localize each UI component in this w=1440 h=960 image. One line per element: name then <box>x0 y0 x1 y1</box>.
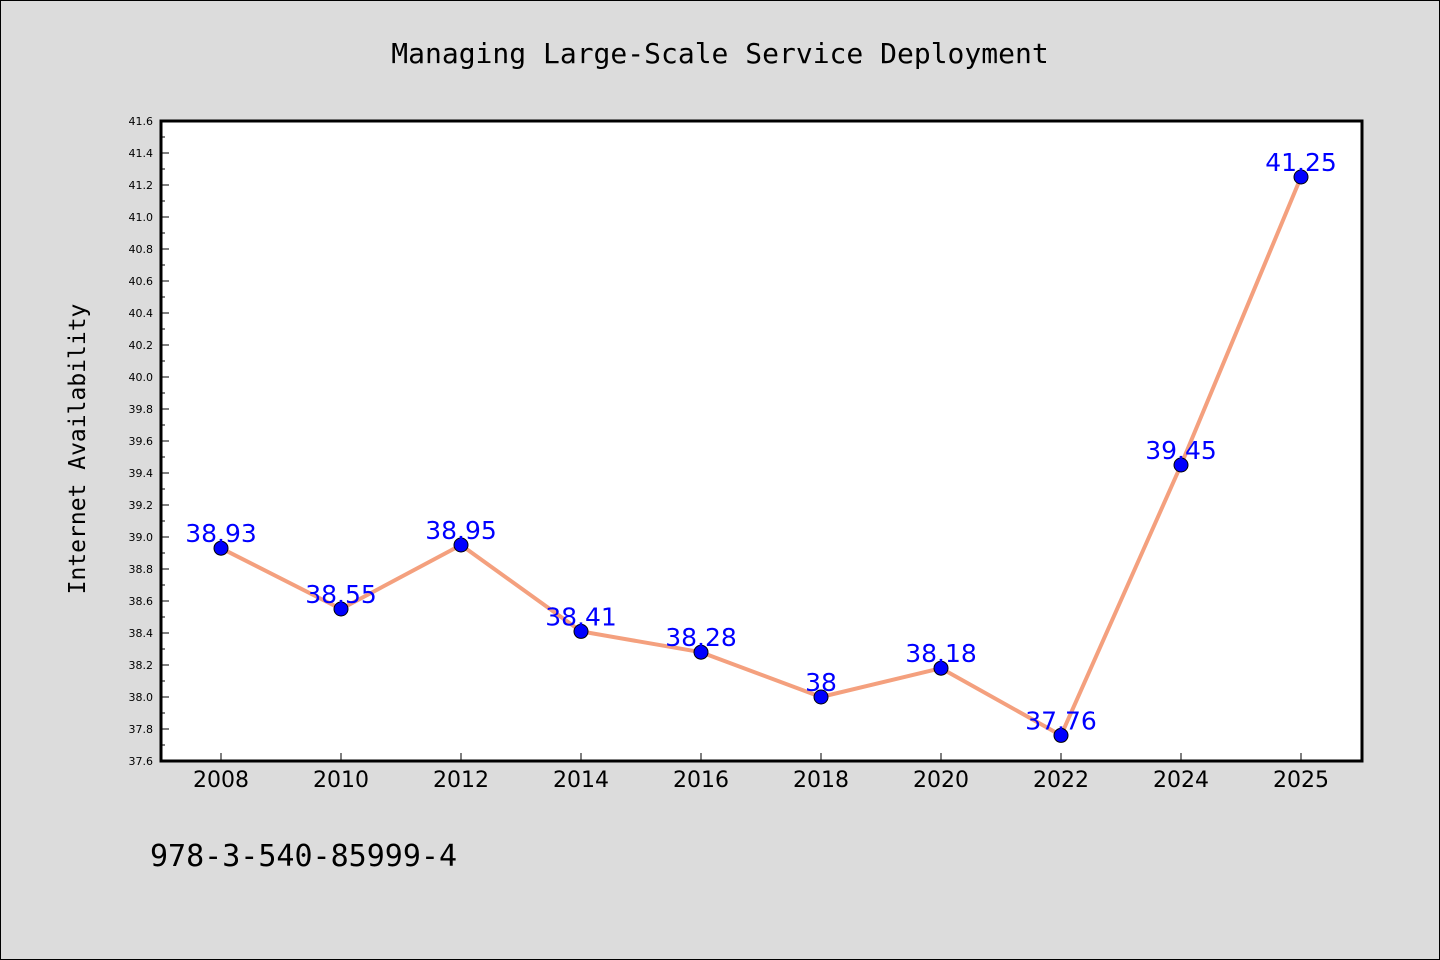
y-tick-label: 38.2 <box>129 659 154 672</box>
y-tick-label: 39.2 <box>129 499 154 512</box>
data-label: 38 <box>805 668 837 697</box>
data-point-marker <box>333 601 349 617</box>
data-label: 41.25 <box>1265 148 1337 177</box>
y-tick-label: 41.2 <box>129 179 154 192</box>
data-point-marker <box>1053 727 1069 743</box>
y-tick-label: 40.8 <box>129 243 154 256</box>
y-tick-label: 40.6 <box>129 275 154 288</box>
y-tick-label: 39.6 <box>129 435 154 448</box>
y-axis-ticks: 37.6 37.8 38.0 38.2 38.4 38.6 38.8 39.0 39.2 39.4… <box>129 115 169 768</box>
x-tick-label: 2020 <box>913 768 969 793</box>
data-label: 38.41 <box>545 602 617 631</box>
data-label: 38.18 <box>905 639 977 668</box>
y-tick-label: 39.8 <box>129 403 154 416</box>
y-tick-label: 37.8 <box>129 723 154 736</box>
y-tick-label: 41.0 <box>129 211 154 224</box>
x-tick-label: 2014 <box>553 768 609 793</box>
data-point-marker <box>933 660 949 676</box>
data-point-marker <box>573 623 589 639</box>
data-label: 38.95 <box>425 516 497 545</box>
y-tick-label: 38.4 <box>129 627 154 640</box>
x-tick-label: 2008 <box>193 768 249 793</box>
x-tick-label: 2024 <box>1153 768 1209 793</box>
y-tick-label: 39.0 <box>129 531 154 544</box>
chart-title: Managing Large-Scale Service Deployment <box>391 37 1048 70</box>
plot-area <box>159 119 1364 763</box>
data-point-marker <box>813 689 829 705</box>
x-axis-ticks: 2008 2010 2012 2014 2016 2018 2020 2022 2024 2025 <box>193 753 1329 793</box>
y-tick-label: 38.6 <box>129 595 154 608</box>
y-tick-label: 40.4 <box>129 307 154 320</box>
footnote-isbn: 978-3-540-85999-4 <box>150 839 457 874</box>
series-line <box>220 176 1303 738</box>
data-point-marker <box>453 537 469 553</box>
x-tick-label: 2018 <box>793 768 849 793</box>
y-axis-label: Internet Availability <box>65 304 91 595</box>
data-point-marker <box>1173 457 1189 473</box>
data-label: 37.76 <box>1025 706 1097 735</box>
y-tick-label: 41.6 <box>129 115 154 128</box>
x-tick-label: 2025 <box>1273 768 1329 793</box>
x-tick-label: 2022 <box>1033 768 1089 793</box>
y-tick-label: 38.8 <box>129 563 154 576</box>
y-tick-label: 38.0 <box>129 691 154 704</box>
series-layer: 38.93 38.55 38.95 38.41 38.28 38 38.18 37.76 39.… <box>185 148 1337 743</box>
data-label: 38.93 <box>185 519 257 548</box>
data-point-marker <box>693 644 709 660</box>
data-label: 38.28 <box>665 623 737 652</box>
y-tick-label: 41.4 <box>129 147 154 160</box>
data-point-marker <box>213 540 229 556</box>
y-tick-label: 39.4 <box>129 467 154 480</box>
y-tick-label: 37.6 <box>129 755 154 768</box>
x-tick-label: 2012 <box>433 768 489 793</box>
y-tick-label: 40.0 <box>129 371 154 384</box>
data-label: 39.45 <box>1145 436 1217 465</box>
y-tick-label: 40.2 <box>129 339 154 352</box>
x-tick-label: 2010 <box>313 768 369 793</box>
data-point-marker <box>1293 169 1309 185</box>
data-label: 38.55 <box>305 580 377 609</box>
x-tick-label: 2016 <box>673 768 729 793</box>
